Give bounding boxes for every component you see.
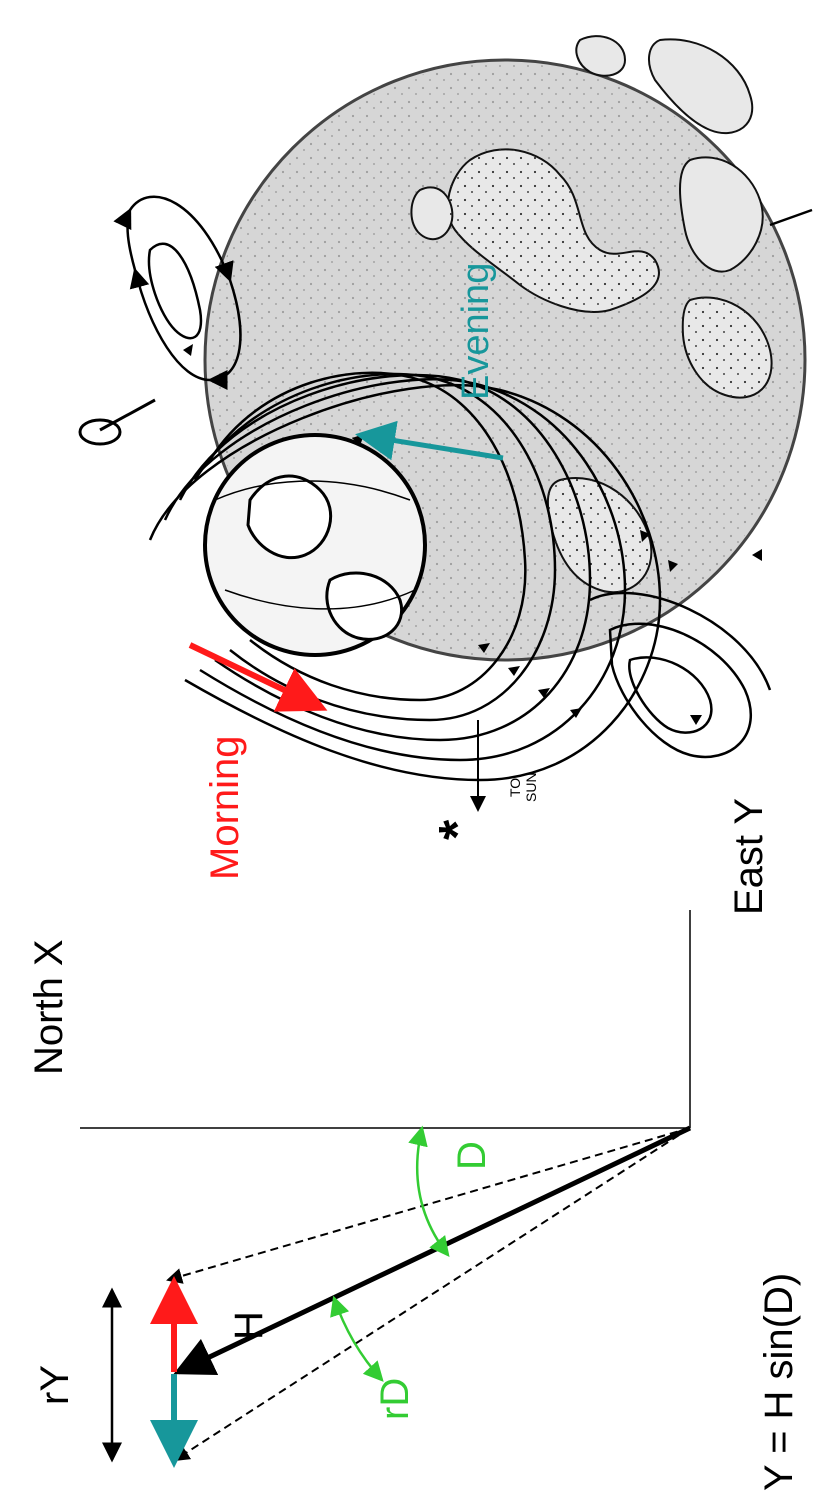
earth-figure — [78, 35, 813, 812]
rd-angle-arc — [330, 1295, 384, 1382]
rd-label: rD — [373, 1378, 417, 1420]
evening-label: Evening — [455, 263, 497, 400]
east-label: East Y — [727, 798, 771, 915]
d-label: D — [450, 1141, 494, 1170]
formula-label: Y = H sin(D) — [757, 1273, 801, 1491]
d-angle-arc — [408, 1125, 450, 1257]
to-sun-label-line2: SUN — [523, 772, 539, 802]
north-label: North X — [27, 939, 71, 1075]
morning-label: Morning — [203, 735, 247, 880]
morning-arrow — [188, 642, 328, 712]
h-label: H — [227, 1311, 271, 1340]
evening-arrow — [355, 420, 504, 461]
asterisk-symbol: * — [429, 819, 487, 840]
to-sun-label-line1: TO — [507, 778, 523, 797]
rotation-icon — [78, 398, 156, 446]
vector-diagram — [80, 910, 692, 1468]
current-loops — [128, 195, 772, 782]
ry-label: rY — [33, 1365, 77, 1405]
